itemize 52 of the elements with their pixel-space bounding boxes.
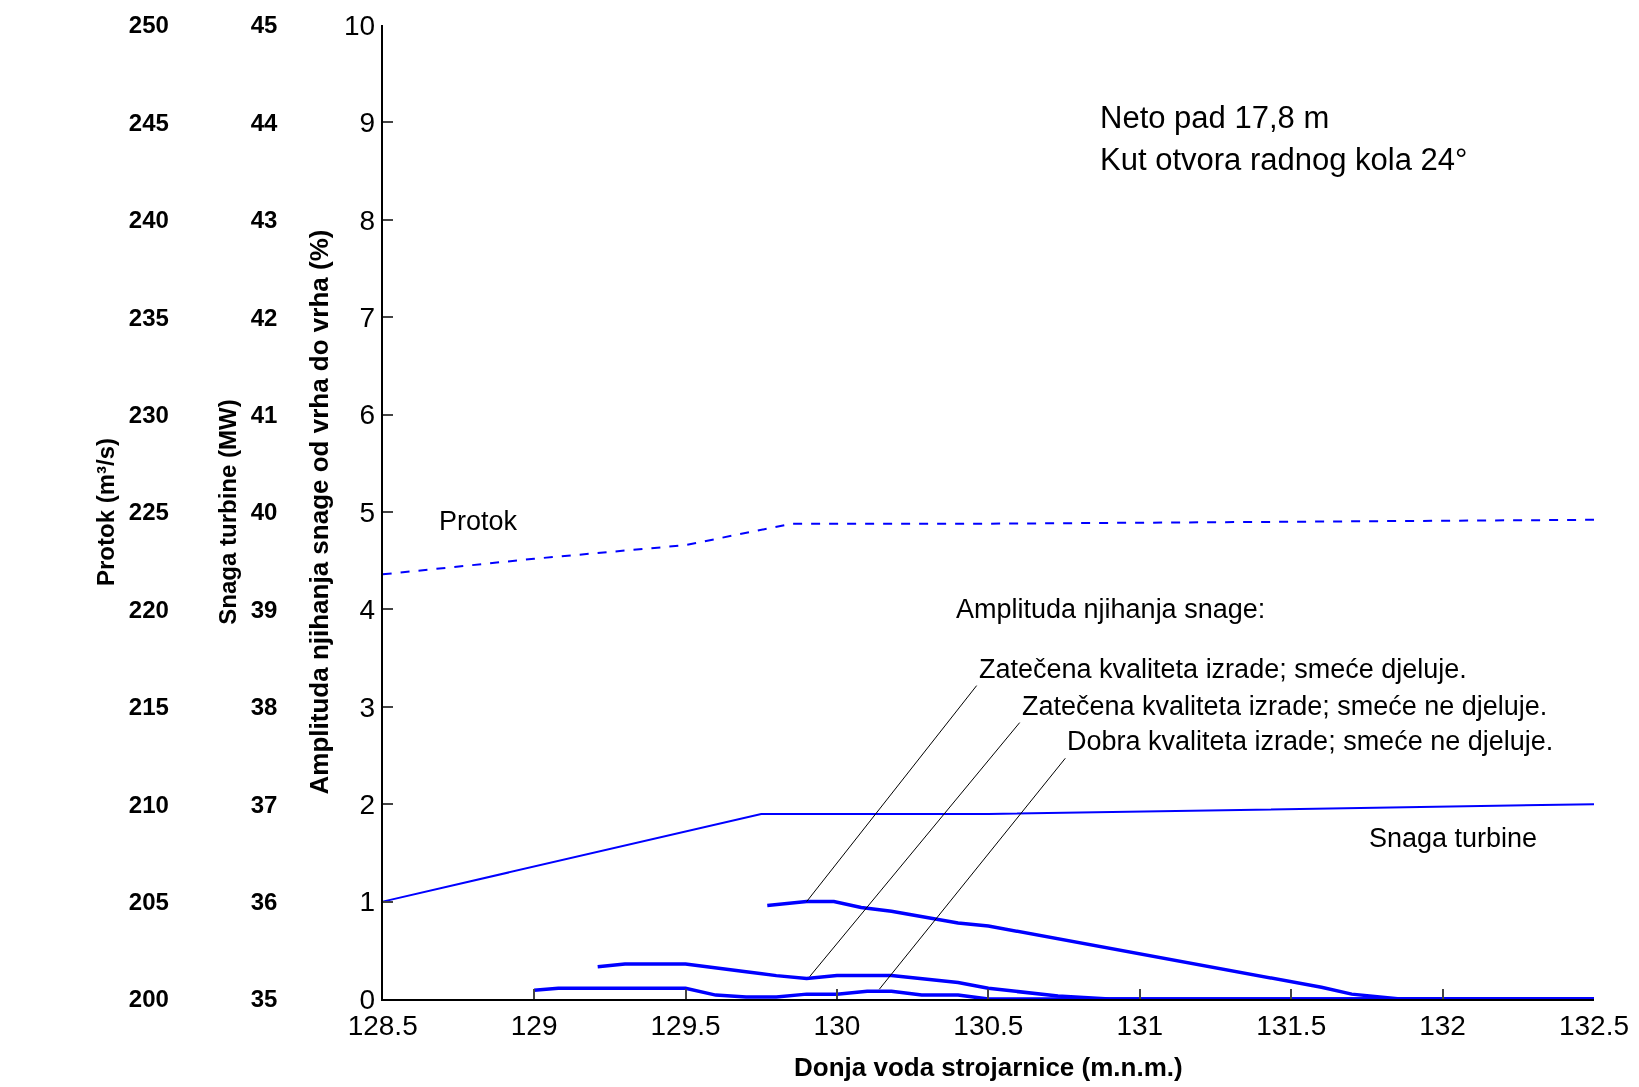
- y-axis-title: Amplituda njihanja snage od vrha do vrha (%): [303, 229, 334, 795]
- y-tick-label: 5: [359, 496, 376, 528]
- x-tick-label: 131: [1116, 1009, 1164, 1041]
- y2-tick-label: 37: [250, 790, 278, 818]
- x-tick-label: 130: [813, 1009, 861, 1041]
- x-tick-label: 132: [1419, 1009, 1466, 1041]
- y2-tick-label: 45: [250, 11, 278, 39]
- y3-tick-label: 245: [128, 108, 169, 136]
- y2-tick-label: 40: [250, 498, 278, 526]
- y2-tick-label: 39: [250, 595, 278, 623]
- y-tick-label: 8: [359, 204, 376, 236]
- y3-axis-title: Protok (m³/s): [91, 437, 119, 587]
- x-tick-label: 129.5: [650, 1009, 721, 1041]
- x-tick-label: 130.5: [953, 1009, 1024, 1041]
- y2-tick-label: 43: [250, 206, 278, 234]
- y2-tick-label: 42: [250, 303, 278, 331]
- y3-tick-label: 235: [128, 303, 169, 331]
- annotation: Dobra kvaliteta izrade; smeće ne djeluje.: [1067, 726, 1554, 756]
- y3-tick-label: 230: [128, 401, 169, 428]
- x-axis-title: Donja voda strojarnice (m.n.m.): [794, 1051, 1183, 1082]
- y-tick-label: 6: [359, 399, 376, 431]
- y-tick-label: 3: [359, 691, 376, 723]
- y3-tick-label: 205: [128, 888, 169, 915]
- y3-tick-label: 200: [128, 985, 169, 1013]
- y3-tick-label: 220: [128, 595, 169, 623]
- y3-tick-label: 225: [128, 498, 169, 526]
- y-tick-label: 2: [359, 789, 376, 820]
- y-tick-label: 9: [359, 107, 376, 139]
- y-tick-label: 4: [359, 594, 376, 626]
- series-label: Snaga turbine: [1369, 823, 1538, 853]
- x-tick-label: 129: [510, 1009, 558, 1041]
- y-tick-label: 1: [359, 886, 376, 918]
- y-tick-label: 10: [343, 9, 376, 41]
- series-label: Protok: [439, 506, 518, 536]
- y2-tick-label: 35: [250, 985, 278, 1013]
- y2-tick-label: 36: [250, 888, 278, 915]
- x-tick-label: 132.5: [1558, 1009, 1630, 1041]
- y2-axis-title: Snaga turbine (MW): [213, 399, 241, 625]
- y3-tick-label: 250: [128, 11, 169, 39]
- y-tick-label: 7: [359, 302, 376, 333]
- annotation: Zatečena kvaliteta izrade; smeće djeluje.: [979, 654, 1467, 684]
- y3-tick-label: 210: [128, 790, 169, 818]
- y3-tick-label: 240: [128, 206, 169, 234]
- x-tick-label: 131.5: [1256, 1009, 1327, 1041]
- annotation: Kut otvora radnog kola 24°: [1100, 142, 1468, 177]
- y2-tick-label: 38: [250, 693, 278, 721]
- annotation: Amplituda njihanja snage:: [956, 594, 1266, 624]
- y2-tick-label: 41: [250, 401, 278, 428]
- y3-tick-label: 215: [128, 693, 169, 721]
- annotation: Neto pad 17,8 m: [1100, 100, 1330, 135]
- y2-tick-label: 44: [250, 108, 278, 136]
- annotation: Zatečena kvaliteta izrade; smeće ne djeluje.: [1022, 691, 1548, 721]
